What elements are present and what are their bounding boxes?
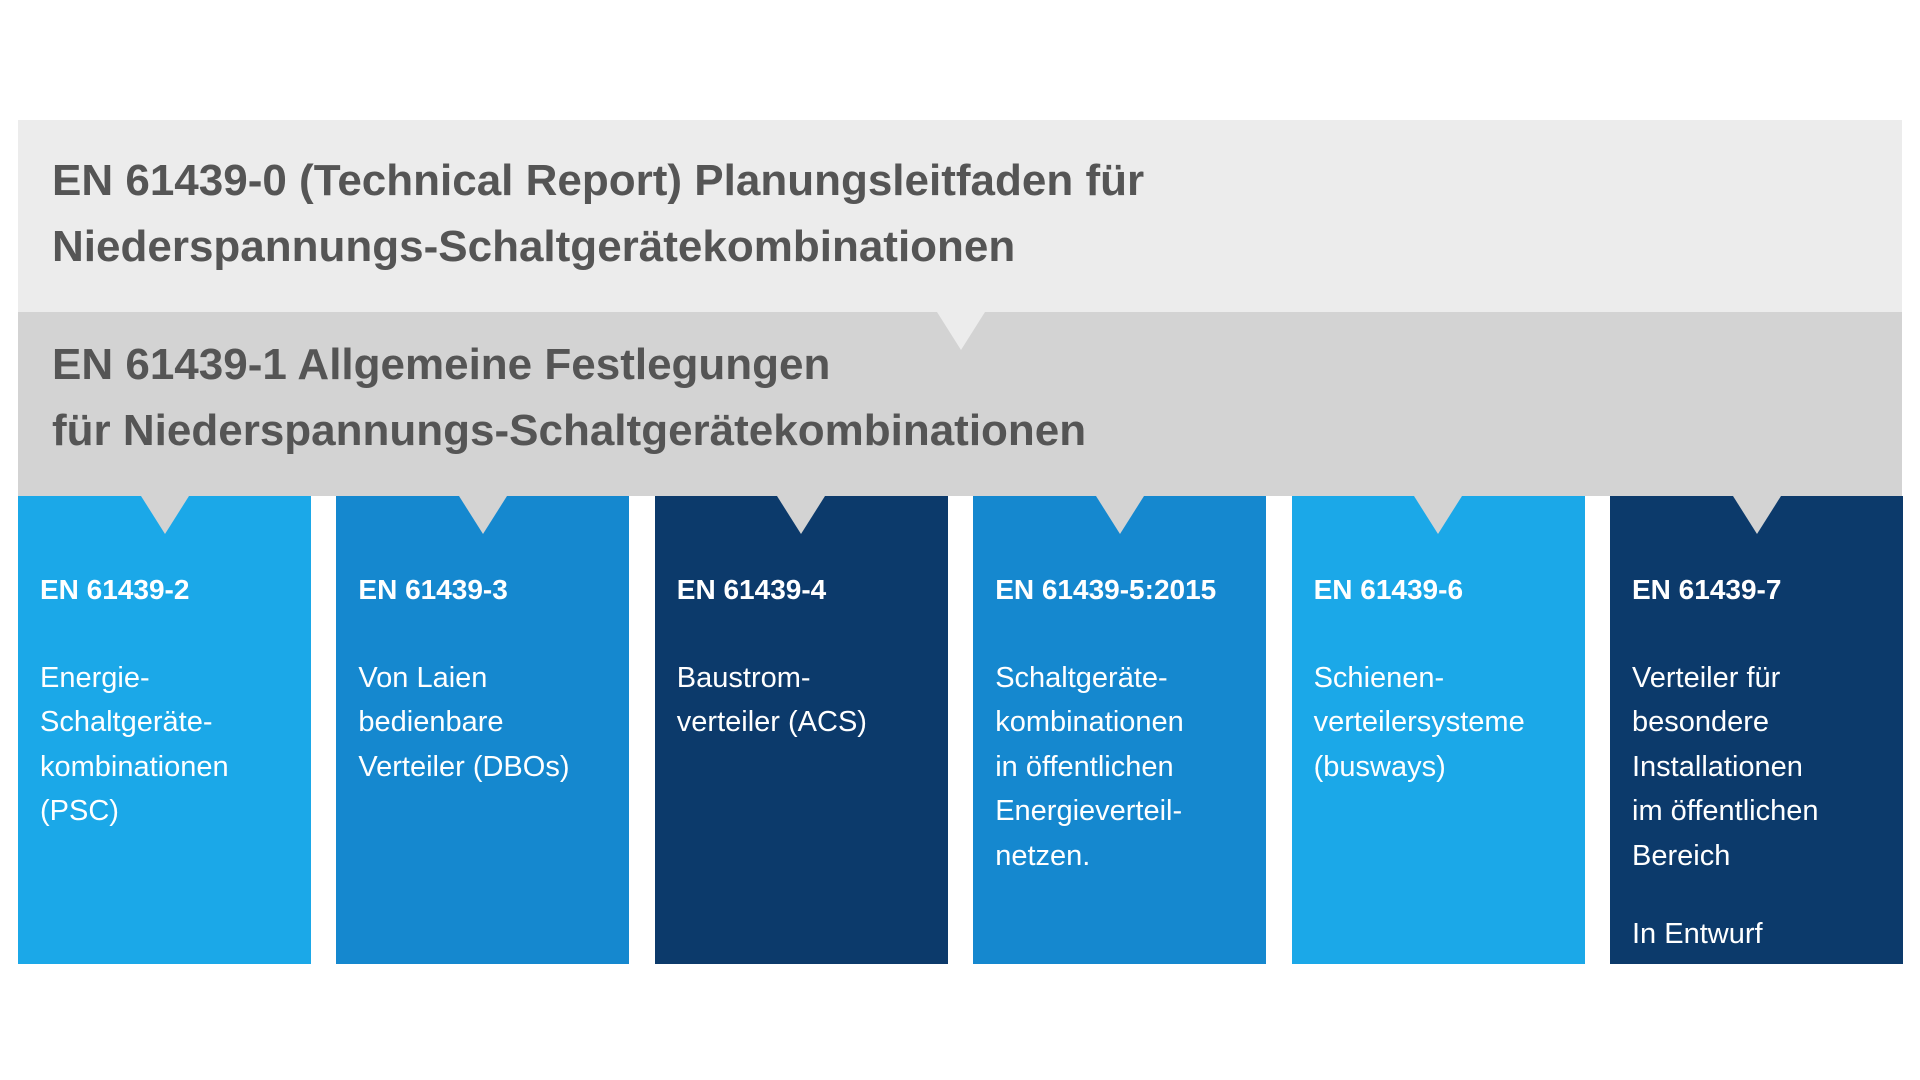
column-note: In Entwurf — [1632, 918, 1763, 950]
column-line: bedienbare — [358, 706, 504, 738]
arrow — [777, 496, 826, 534]
column-line: kombinationen — [40, 750, 229, 783]
arrow — [1414, 496, 1463, 534]
column-line: Verteiler für — [1632, 661, 1781, 694]
standard-column: EN 61439-7 Verteiler für besondere Installa… — [1610, 496, 1903, 964]
standard-column: EN 61439-3 Von Laien bedienbare Verteiler (… — [336, 496, 630, 964]
bar-line: für Niederspannungs-Schaltgerätekombinat… — [52, 406, 1087, 455]
column-line: netzen. — [995, 839, 1091, 872]
standard-bar: EN 61439-0 (Technical Report) Planungsle… — [18, 120, 1902, 312]
arrow — [458, 496, 507, 534]
column-title: EN 61439-2 — [40, 574, 190, 605]
bar-line: EN 61439-0 (Technical Report) Planungsle… — [52, 156, 1145, 205]
column-title: EN 61439-6 — [1313, 574, 1464, 605]
arrow — [937, 312, 985, 350]
standard-column: EN 61439-4 Baustrom-verteiler (ACS) — [654, 496, 948, 964]
column-line: verteiler (ACS) — [676, 706, 867, 738]
column-line: Baustrom- — [676, 661, 811, 694]
column-line: Von Laien — [358, 661, 488, 694]
column-line: Verteiler (DBOs) — [358, 750, 570, 783]
standard-column: EN 61439-6 Schienen-verteilersysteme (busw… — [1291, 496, 1585, 964]
column-title: EN 61439-4 — [676, 574, 827, 605]
bar-line: EN 61439-1 Allgemeine Festlegungen — [52, 340, 831, 389]
column-line: in öffentlichen — [995, 750, 1174, 783]
column-line: besondere — [1632, 706, 1770, 738]
column-line: im öffentlichen — [1632, 795, 1819, 827]
arrow — [1095, 496, 1144, 534]
column-line: Schaltgeräte- — [995, 661, 1168, 694]
standard-column: EN 61439-5:2015 Schaltgeräte-kombinatione… — [973, 496, 1267, 964]
column-line: Energie- — [40, 661, 150, 694]
standard-column: EN 61439-2 Energie- Schaltgeräte-kombinati… — [18, 496, 311, 964]
arrow — [140, 496, 189, 534]
column-line: Schienen- — [1313, 661, 1445, 694]
column-line: Installationen — [1632, 750, 1803, 783]
column-title: EN 61439-5:2015 — [995, 574, 1217, 605]
column-title: EN 61439-7 — [1632, 574, 1782, 605]
column-line: kombinationen — [995, 706, 1184, 738]
column-line: Schaltgeräte- — [40, 706, 213, 738]
column-line: Bereich — [1632, 839, 1731, 872]
column-line: (busways) — [1313, 750, 1446, 783]
column-title: EN 61439-3 — [358, 574, 508, 605]
column-line: Energieverteil- — [995, 795, 1183, 827]
column-line: (PSC) — [40, 795, 119, 827]
arrow — [1732, 496, 1781, 534]
bar-line: Niederspannungs-Schaltgerätekombinatione… — [52, 222, 1016, 271]
column-line: verteilersysteme — [1313, 706, 1525, 738]
